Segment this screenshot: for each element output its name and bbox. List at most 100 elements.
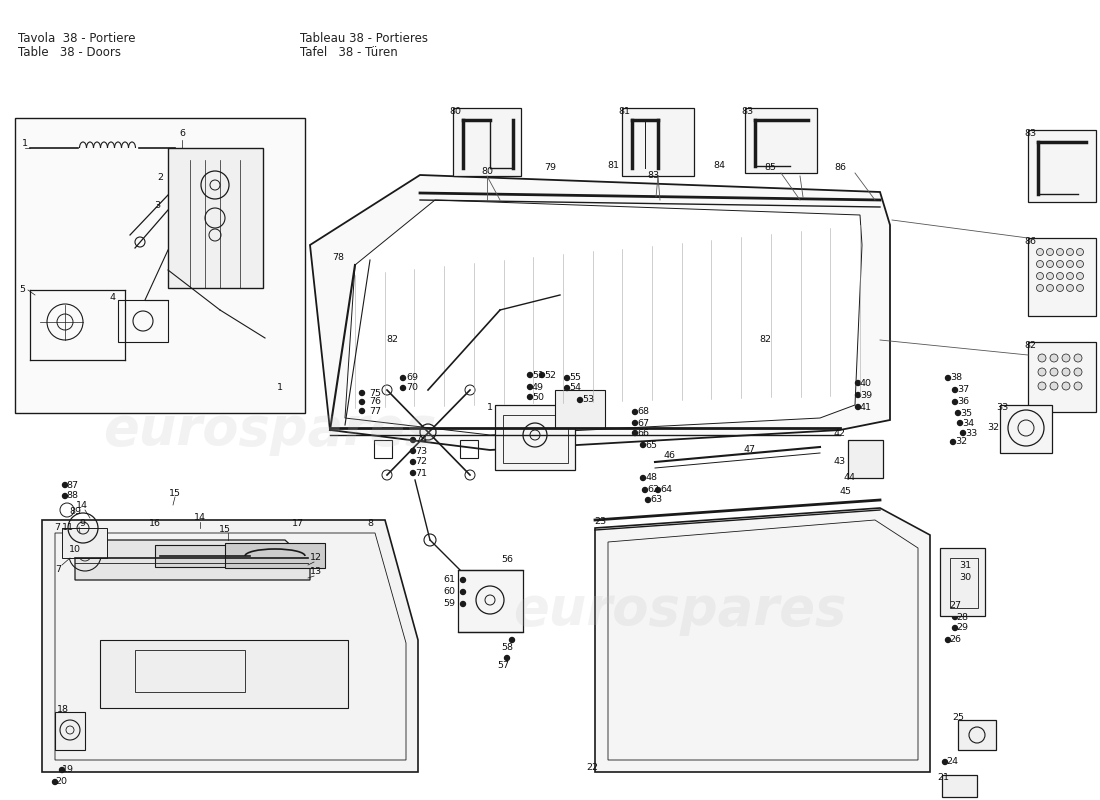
Bar [1028,238,1096,316]
Text: 86: 86 [834,163,846,173]
Text: 50: 50 [532,393,544,402]
Text: 19: 19 [62,766,74,774]
Text: 44: 44 [844,474,856,482]
Text: Tableau 38 - Portieres: Tableau 38 - Portieres [300,32,428,45]
Circle shape [1074,354,1082,362]
Circle shape [564,386,570,390]
Polygon shape [42,520,418,772]
Circle shape [946,375,950,381]
Circle shape [956,410,960,415]
Text: 38: 38 [950,374,962,382]
Text: 14: 14 [194,514,206,522]
Text: Tafel   38 - Türen: Tafel 38 - Türen [300,46,398,59]
Text: 17: 17 [292,519,304,529]
Text: 46: 46 [664,450,676,459]
Bar [556,390,605,428]
Text: 12: 12 [310,554,322,562]
Bar [621,108,694,176]
Circle shape [946,638,950,642]
Circle shape [946,602,950,607]
Text: 69: 69 [406,374,418,382]
Text: 1: 1 [277,383,283,393]
Circle shape [410,449,416,454]
Text: eurospares: eurospares [103,404,437,456]
Text: 18: 18 [57,706,69,714]
Circle shape [856,381,860,386]
Bar [55,712,85,750]
Text: 36: 36 [957,398,969,406]
Text: 87: 87 [66,481,78,490]
Text: 83: 83 [741,107,754,117]
Circle shape [1056,249,1064,255]
Text: 15: 15 [169,489,182,498]
Circle shape [1038,382,1046,390]
Circle shape [960,430,966,435]
Text: 33: 33 [965,429,977,438]
Text: 56: 56 [500,555,513,565]
Circle shape [856,393,860,398]
Bar [1000,405,1052,453]
Circle shape [1067,249,1074,255]
Circle shape [1067,285,1074,291]
Text: 31: 31 [959,561,971,570]
Text: 83: 83 [647,170,659,179]
Circle shape [63,494,67,498]
Text: 32: 32 [987,423,999,433]
Text: 64: 64 [660,486,672,494]
Circle shape [1036,249,1044,255]
Polygon shape [75,540,310,580]
Text: 71: 71 [415,469,427,478]
Circle shape [1077,249,1084,255]
Text: 65: 65 [645,441,657,450]
Text: Tavola  38 - Portiere: Tavola 38 - Portiere [18,32,135,45]
Circle shape [509,638,515,642]
Circle shape [1077,273,1084,279]
Circle shape [956,574,960,579]
Bar [942,775,977,797]
Polygon shape [310,175,890,450]
Circle shape [1050,382,1058,390]
Circle shape [1056,273,1064,279]
Bar [1028,130,1096,202]
Text: 16: 16 [148,519,161,529]
Circle shape [632,410,638,414]
Circle shape [646,498,650,502]
Circle shape [410,470,416,475]
Circle shape [564,375,570,381]
Circle shape [63,482,67,487]
Bar [15,118,305,413]
Text: 33: 33 [996,403,1008,413]
Text: 79: 79 [544,163,556,173]
Text: 30: 30 [959,573,971,582]
Bar [226,543,324,568]
Circle shape [956,562,960,567]
Circle shape [1046,261,1054,267]
Text: 2: 2 [157,174,163,182]
Circle shape [1038,368,1046,376]
Circle shape [957,421,962,426]
Text: 61: 61 [443,575,455,585]
Text: 20: 20 [55,778,67,786]
Circle shape [539,373,544,378]
Circle shape [1077,285,1084,291]
Bar [135,650,245,692]
Text: 80: 80 [481,167,493,177]
Text: 54: 54 [569,383,581,393]
Text: 26: 26 [949,635,961,645]
Text: 27: 27 [949,601,961,610]
Text: Table   38 - Doors: Table 38 - Doors [18,46,121,59]
Circle shape [59,767,65,773]
Circle shape [528,373,532,378]
Circle shape [1077,261,1084,267]
Text: 58: 58 [500,643,513,653]
Text: 21: 21 [937,774,949,782]
Text: 25: 25 [952,714,964,722]
Text: 48: 48 [645,474,657,482]
Bar [495,405,575,470]
Circle shape [528,385,532,390]
Circle shape [360,409,364,414]
Text: 6: 6 [179,129,185,138]
Circle shape [400,386,406,390]
Text: 84: 84 [713,161,725,170]
Text: 81: 81 [618,107,630,117]
